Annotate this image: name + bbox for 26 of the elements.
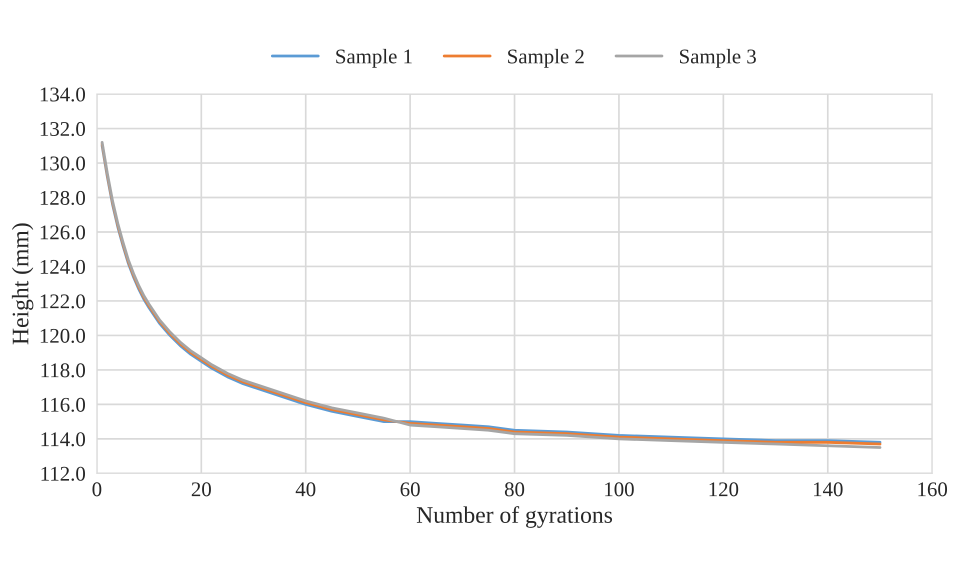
x-tick-label: 60	[400, 482, 420, 496]
y-axis-title: Height (mm)	[12, 223, 34, 344]
y-tick-label: 118.0	[42, 363, 85, 378]
y-tick-label: 116.0	[42, 398, 85, 412]
y-tick-label: 124.0	[40, 260, 85, 274]
x-tick-label: 120	[710, 482, 738, 496]
x-tick-label: 20	[192, 482, 211, 496]
y-tick-label: 122.0	[40, 294, 85, 308]
x-tick-label: 0	[92, 482, 102, 496]
y-tick-label: 128.0	[40, 190, 85, 206]
y-tick-label: 130.0	[40, 156, 85, 171]
legend-label: Sample 2	[508, 48, 584, 68]
x-tick-label: 100	[605, 482, 634, 496]
y-tick-label: 112.0	[42, 466, 85, 481]
y-tick-label: 114.0	[42, 432, 85, 446]
y-tick-label: 126.0	[40, 225, 85, 240]
legend-label: Sample 1	[336, 48, 412, 68]
y-tick-label: 120.0	[40, 328, 85, 343]
x-tick-label: 80	[504, 482, 524, 496]
legend-label: Sample 3	[680, 48, 756, 68]
y-tick-label: 134.0	[40, 87, 85, 102]
x-tick-label: 160	[918, 482, 948, 496]
x-tick-label: 40	[296, 482, 316, 496]
x-axis-title: Number of gyrations	[416, 506, 612, 528]
y-tick-label: 132.0	[40, 122, 85, 136]
x-tick-label: 140	[814, 482, 843, 496]
